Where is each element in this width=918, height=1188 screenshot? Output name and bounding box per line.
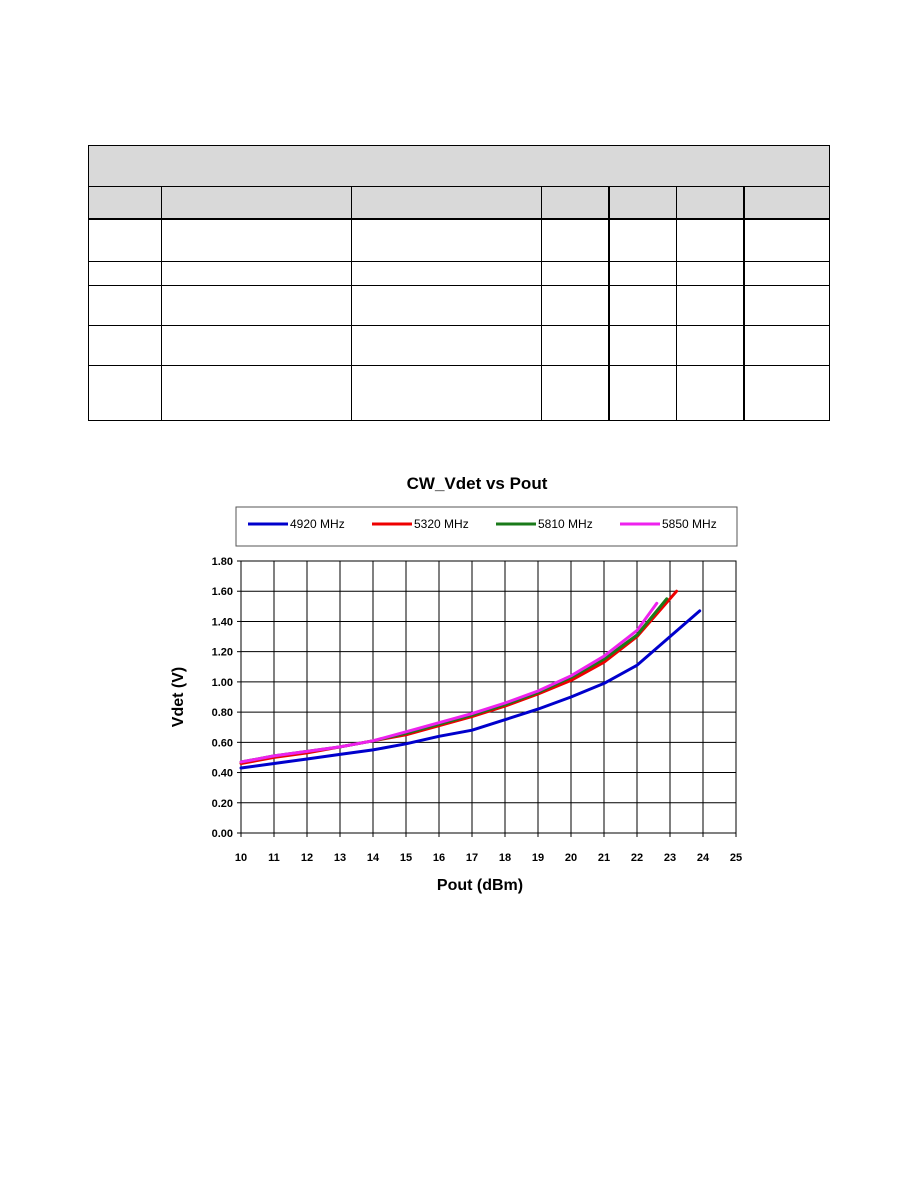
y-axis-title: Vdet (V): [170, 667, 187, 727]
y-tick-label: 1.20: [212, 647, 233, 659]
x-tick-label: 15: [400, 852, 412, 864]
table-header-row: [89, 187, 829, 220]
y-axis-ticks: 0.00 0.20 0.40 0.60 0.80 1.00 1.20 1.40 1.60 1.80: [212, 556, 233, 840]
x-tick-label: 19: [532, 852, 544, 864]
y-tick-label: 1.00: [212, 677, 233, 689]
x-tick-label: 23: [664, 852, 676, 864]
spec-table: [88, 145, 830, 421]
table-row-divider: [89, 365, 829, 366]
y-tick-label: 0.60: [212, 737, 233, 749]
table-column-divider: [608, 187, 610, 421]
table-column-divider: [161, 187, 162, 421]
y-tick-label: 0.80: [212, 707, 233, 719]
y-tick-label: 0.00: [212, 828, 233, 840]
x-tick-label: 10: [235, 852, 247, 864]
y-tick-label: 1.40: [212, 616, 233, 628]
chart-series: [239, 589, 702, 770]
table-row-divider: [89, 325, 829, 326]
x-tick-label: 14: [367, 852, 380, 864]
x-tick-label: 12: [301, 852, 313, 864]
table-column-divider: [743, 187, 745, 421]
chart-legend: 4920 MHz 5320 MHz 5810 MHz 5850 MHz: [235, 506, 738, 547]
series-line-4920-mhz: [239, 609, 702, 770]
x-axis-ticks: 10 11 12 13 14 15 16 17 18 19 20 21 22 23 24 25: [235, 852, 742, 864]
legend-entry-label: 5850 MHz: [662, 517, 717, 531]
x-tick-label: 21: [598, 852, 610, 864]
series-line-5850-mhz: [239, 601, 659, 764]
y-tick-label: 0.40: [212, 768, 233, 780]
legend-entry-label: 5810 MHz: [538, 517, 593, 531]
table-column-divider: [541, 187, 542, 421]
x-tick-label: 16: [433, 852, 445, 864]
chart-title: CW_Vdet vs Pout: [407, 474, 548, 493]
legend-entry-label: 5320 MHz: [414, 517, 469, 531]
table-title-bar: [89, 146, 829, 187]
legend-entry-label: 4920 MHz: [290, 517, 345, 531]
plot-area: [240, 560, 737, 834]
x-tick-label: 13: [334, 852, 346, 864]
x-axis-title: Pout (dBm): [437, 877, 523, 894]
table-column-divider: [676, 187, 677, 421]
x-tick-label: 22: [631, 852, 643, 864]
x-tick-label: 20: [565, 852, 577, 864]
x-tick-label: 11: [268, 852, 280, 864]
x-tick-label: 17: [466, 852, 478, 864]
legend-box: [235, 506, 738, 547]
table-row-divider: [89, 285, 829, 286]
table-column-divider: [351, 187, 352, 421]
y-tick-label: 1.80: [212, 556, 233, 568]
x-tick-label: 18: [499, 852, 511, 864]
table-row-divider: [89, 261, 829, 262]
y-tick-label: 1.60: [212, 586, 233, 598]
x-tick-label: 25: [730, 852, 742, 864]
y-tick-label: 0.20: [212, 798, 233, 810]
x-tick-label: 24: [697, 852, 710, 864]
